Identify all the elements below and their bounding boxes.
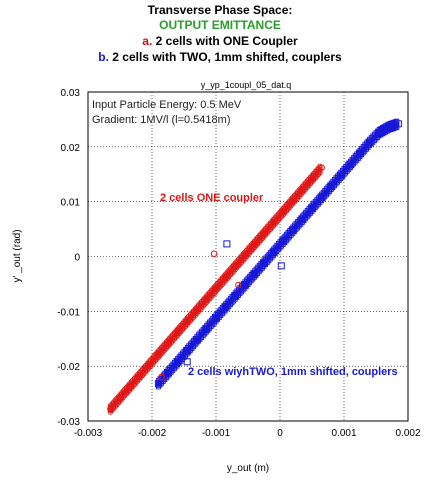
data-point-series-1 <box>260 230 268 237</box>
figure-subtitle: OUTPUT EMITTANCE <box>159 18 281 32</box>
data-point-series-1 <box>164 339 172 347</box>
y-tick-label: 0.01 <box>61 198 81 209</box>
data-point-series-1 <box>155 350 162 358</box>
data-point-series-1 <box>210 250 218 258</box>
y-tick-label: 0 <box>74 253 80 264</box>
data-point-series-1 <box>222 274 229 281</box>
data-point-series-2 <box>279 237 287 245</box>
data-point-series-1 <box>135 372 143 380</box>
series-label-two-couplers: 2 cells wiyhTWO, 1mm shifted, couplers <box>188 366 398 378</box>
data-point-series-2 <box>183 358 191 366</box>
x-tick-label: 0.001 <box>331 428 356 439</box>
data-point-series-1 <box>231 263 239 270</box>
data-point-series-2 <box>366 138 374 146</box>
data-point-series-1 <box>270 219 277 226</box>
series-band-2 <box>155 118 400 390</box>
data-point-series-2 <box>289 226 297 234</box>
data-point-series-1 <box>308 175 316 182</box>
data-point-series-2 <box>183 347 191 355</box>
x-tick-label: -0.003 <box>74 428 103 439</box>
legend-line-b: b. 2 cells with TWO, 1mm shifted, couple… <box>0 50 440 64</box>
data-point-series-2 <box>164 369 172 377</box>
data-point-series-2 <box>356 149 364 157</box>
legend-a-text: 2 cells with ONE Coupler <box>152 34 298 48</box>
band-marker <box>394 125 400 131</box>
axis-ticks: -0.003 -0.002 -0.001 0 0.001 0.002 0.03 0.02 0.0… <box>57 88 421 439</box>
legend-a-prefix: a. <box>142 34 153 48</box>
x-tick-label: 0.002 <box>395 428 420 439</box>
data-point-series-1 <box>116 394 124 402</box>
data-point-series-1 <box>299 186 306 193</box>
data-point-series-1 <box>158 373 165 381</box>
y-axis-label: y' _out (rad) <box>12 229 23 282</box>
data-point-series-1 <box>241 252 249 259</box>
data-point-series-2 <box>193 336 201 344</box>
data-point-series-2 <box>250 270 258 278</box>
data-point-series-2 <box>154 380 162 388</box>
x-tick-label: -0.001 <box>202 428 231 439</box>
data-point-series-1 <box>193 306 201 314</box>
data-point-series-2 <box>270 248 278 256</box>
data-point-series-1 <box>212 285 220 292</box>
annotation-gradient: Gradient: 1MV/l (l=0.5418m) <box>92 114 230 126</box>
y-tick-label: -0.02 <box>57 362 80 373</box>
y-tick-label: 0.02 <box>61 143 81 154</box>
data-point-series-1 <box>175 326 183 333</box>
legend-line-a: a. 2 cells with ONE Coupler <box>0 34 440 48</box>
data-point-series-1 <box>183 317 191 325</box>
data-point-series-1 <box>107 405 114 413</box>
data-point-series-2 <box>260 259 268 267</box>
data-point-series-2 <box>298 215 306 223</box>
data-point-series-2 <box>212 314 220 322</box>
data-point-series-1 <box>145 361 153 369</box>
legend-b-text: 2 cells with TWO, 1mm shifted, couplers <box>108 50 342 64</box>
y-tick-label: -0.03 <box>57 417 80 428</box>
data-point-series-2 <box>241 281 249 289</box>
data-point-series-1 <box>203 295 210 303</box>
y-tick-label: 0.03 <box>61 88 81 99</box>
band-marker <box>317 168 323 174</box>
data-point-series-2 <box>318 193 326 201</box>
data-point-series-2 <box>231 292 239 300</box>
band-marker <box>317 166 323 173</box>
data-point-series-2 <box>327 182 335 190</box>
data-point-series-1 <box>126 383 133 391</box>
x-tick-label: 0 <box>277 428 283 439</box>
data-point-series-2 <box>222 303 230 311</box>
data-point-series-2 <box>375 129 383 137</box>
data-point-series-2 <box>174 358 182 366</box>
data-point-series-1 <box>289 197 297 204</box>
legend-b-prefix: b. <box>98 50 109 64</box>
chart-file-title: y_yp_1coupl_05_dat.q <box>201 80 292 90</box>
annotation-energy: Input Particle Energy: 0.5 MeV <box>92 99 242 111</box>
data-point-series-2 <box>277 262 285 270</box>
data-point-series-2 <box>202 325 210 333</box>
data-point-series-1 <box>235 281 242 289</box>
data-point-series-1 <box>251 241 258 248</box>
data-point-series-2 <box>394 120 402 128</box>
data-point-series-1 <box>279 208 287 215</box>
data-point-series-2 <box>308 204 316 212</box>
x-tick-label: -0.002 <box>138 428 167 439</box>
x-axis-label: y_out (m) <box>227 463 269 474</box>
data-point-series-2 <box>385 123 393 131</box>
data-point-series-2 <box>337 171 345 179</box>
chart-series <box>107 118 402 415</box>
plot-frame <box>87 91 409 422</box>
y-tick-label: -0.01 <box>57 307 80 318</box>
data-point-series-1 <box>318 164 325 171</box>
data-point-series-2 <box>346 160 354 168</box>
series-label-one-coupler: 2 cells ONE coupler <box>160 192 264 204</box>
figure-title: Transverse Phase Space: <box>147 3 293 17</box>
data-point-series-2 <box>223 240 231 248</box>
